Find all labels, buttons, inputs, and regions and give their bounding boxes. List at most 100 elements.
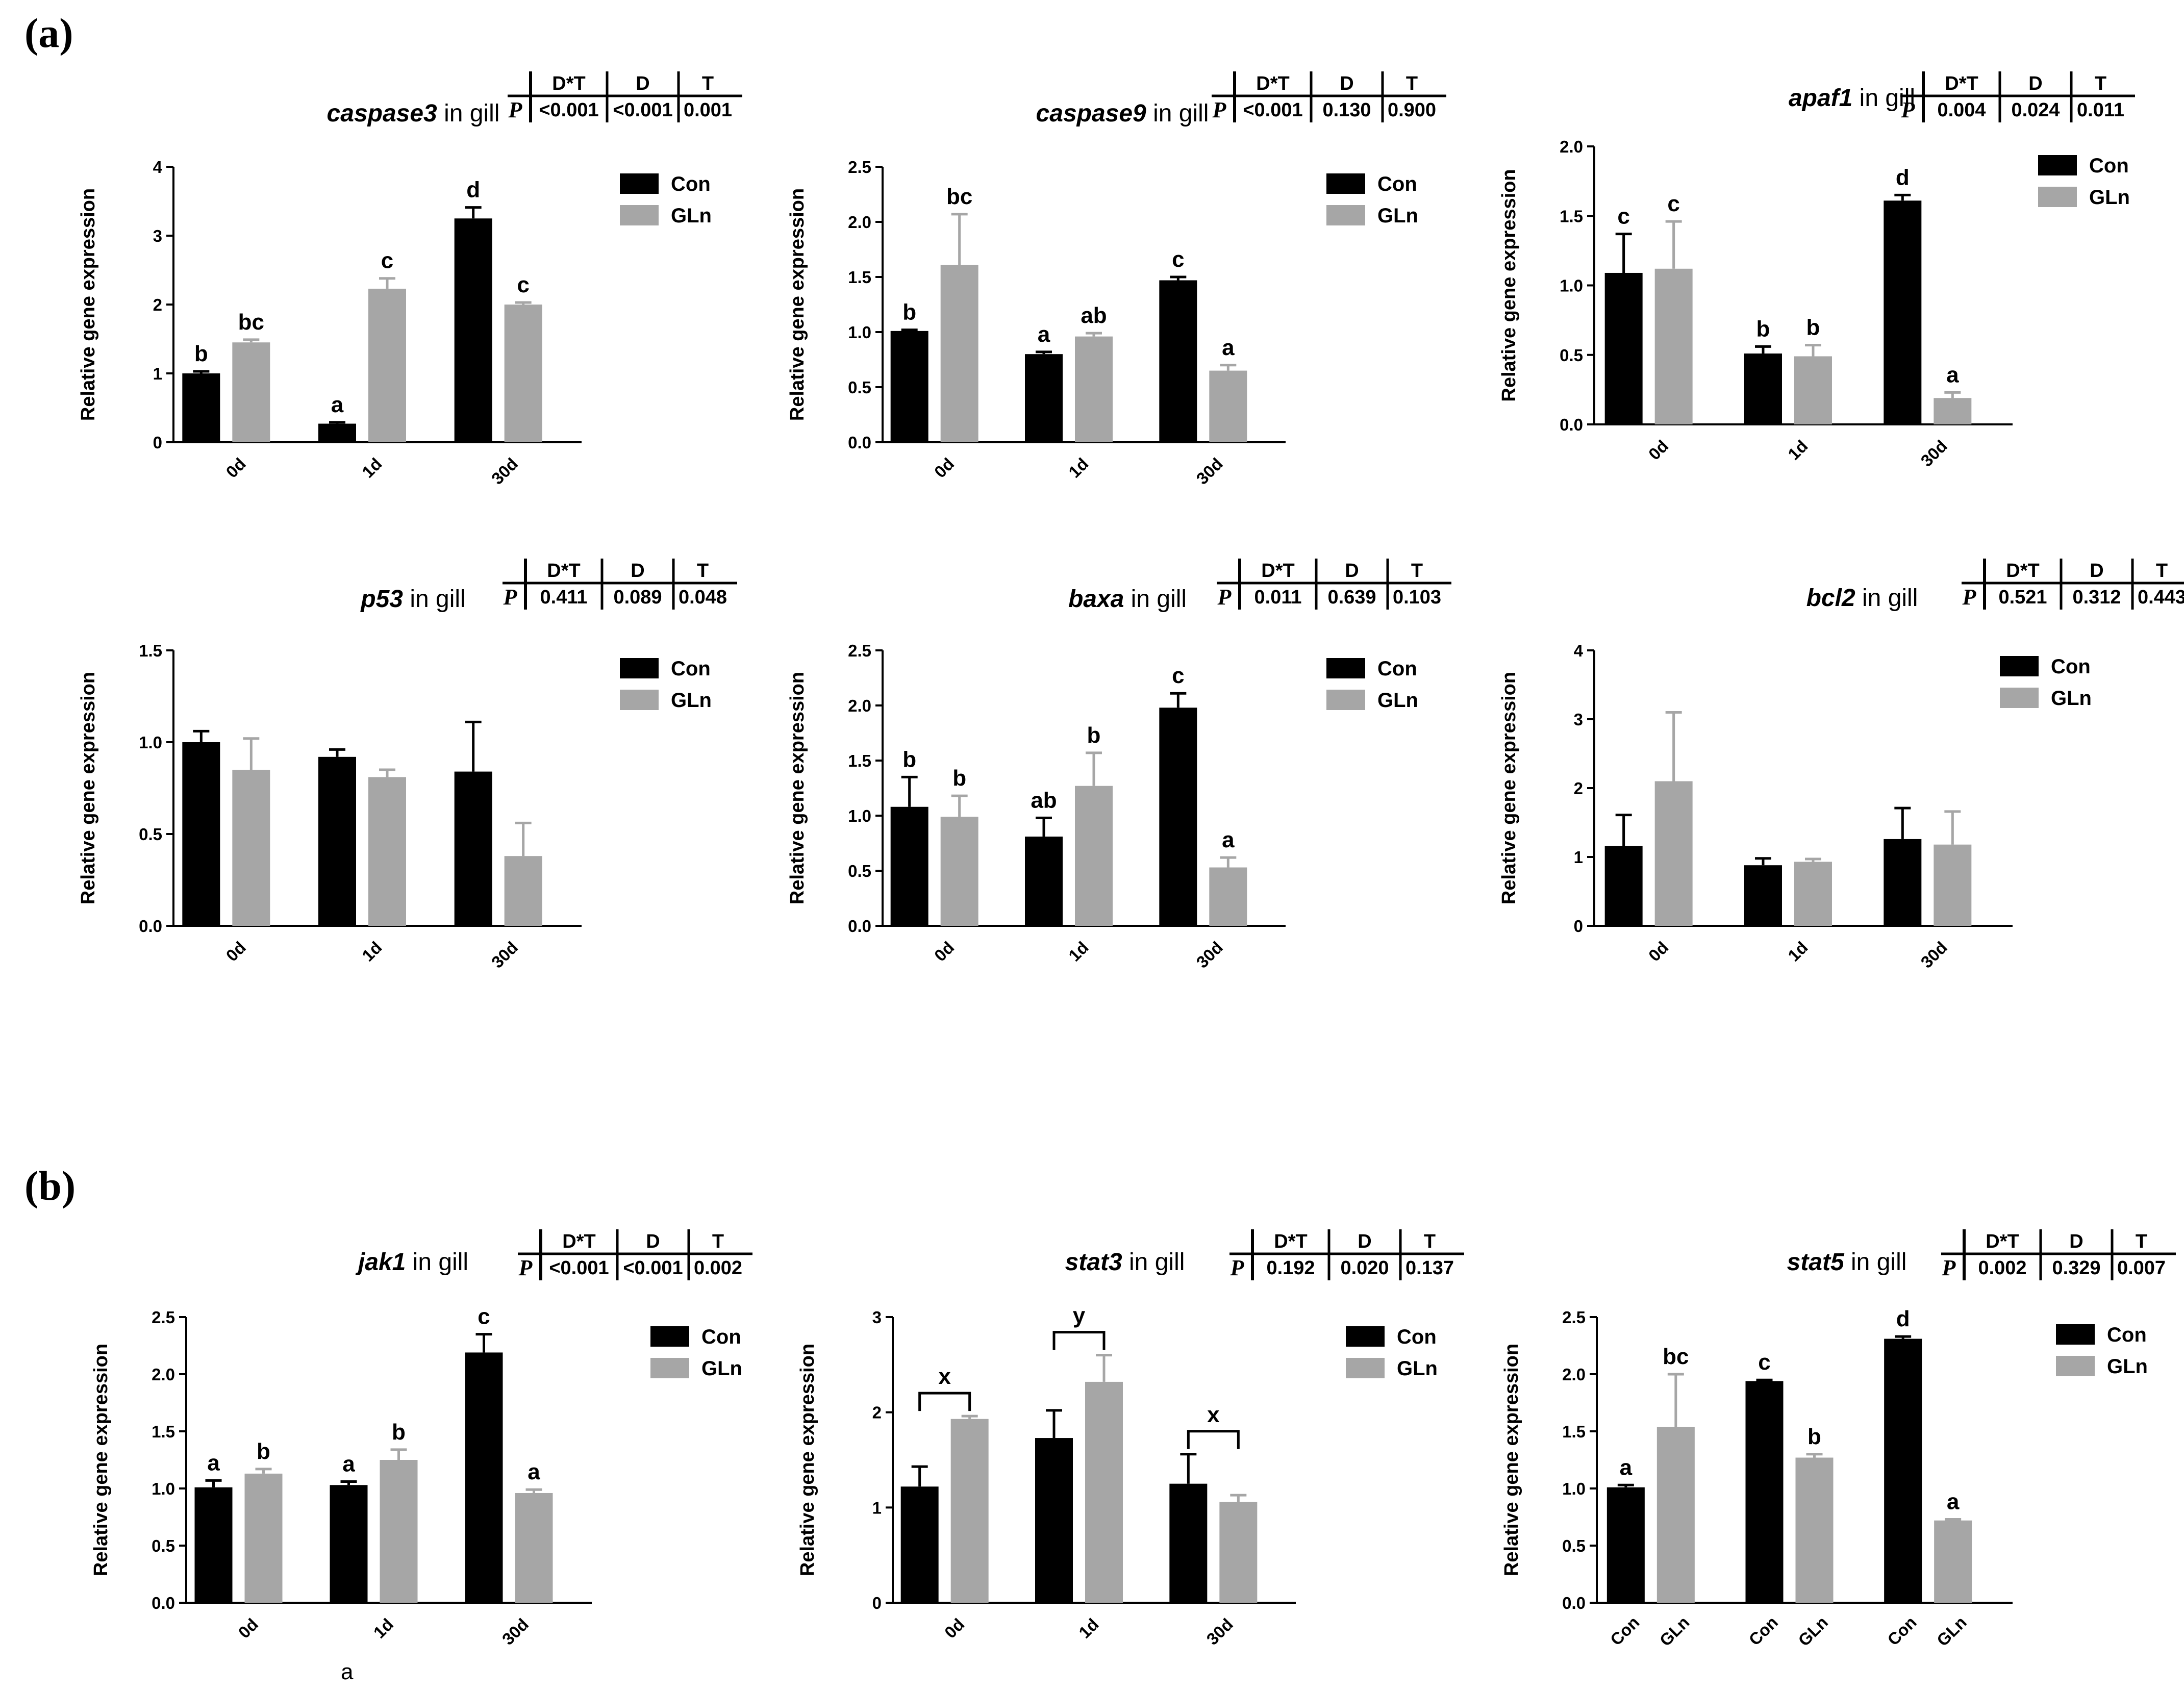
p-table-value: <0.001 <box>1243 99 1302 121</box>
x-tick-label: 0d <box>222 454 249 481</box>
chart-title: bcl2 in gill <box>1806 585 1918 612</box>
y-tick-label: 0.5 <box>139 825 162 844</box>
p-table-header: D <box>1345 560 1359 582</box>
significance-letter: b <box>257 1439 270 1464</box>
p-table-value: 0.639 <box>1327 587 1376 608</box>
x-tick-label: 30d <box>1193 938 1226 971</box>
legend-label: GLn <box>671 689 712 712</box>
bar-gln <box>1075 786 1113 926</box>
legend-label: GLn <box>701 1357 742 1380</box>
bar-con <box>890 331 928 442</box>
significance-letter: d <box>1896 1306 1910 1331</box>
p-table-header: D <box>2069 1231 2083 1252</box>
y-tick-label: 1.0 <box>1560 276 1583 295</box>
bar-gln <box>368 777 406 926</box>
chart-caspase3: caspase3 in gill Relative gene expression… <box>78 71 742 488</box>
legend-swatch-gln <box>620 690 659 710</box>
panel-a-label: (a) <box>24 10 73 56</box>
significance-letter: a <box>1222 335 1235 360</box>
chart-title-suffix: in gill <box>1855 585 1918 612</box>
y-tick-label: 1.5 <box>1562 1422 1586 1441</box>
y-tick-label: 1.5 <box>139 641 162 660</box>
y-tick-label: 3 <box>872 1308 882 1327</box>
x-tick-label: GLn <box>1933 1612 1970 1650</box>
p-table-header: D*T <box>1274 1231 1307 1252</box>
significance-letter: ab <box>1031 788 1057 813</box>
group-bracket <box>1187 1430 1240 1449</box>
chart-title-gene: jak1 <box>355 1249 406 1276</box>
bar-gln <box>1085 1381 1123 1603</box>
x-tick-label: 1d <box>370 1614 397 1642</box>
p-table-value: 0.137 <box>1405 1257 1454 1279</box>
y-tick-label: 1.5 <box>1560 207 1583 225</box>
p-table-symbol: P <box>1217 585 1232 610</box>
bar-gln <box>1075 336 1113 442</box>
significance-letter: d <box>1896 165 1910 190</box>
significance-letter: ab <box>1081 303 1107 328</box>
bar-con <box>1025 354 1063 442</box>
p-table-value: 0.521 <box>1998 587 2047 608</box>
y-tick-label: 3 <box>153 226 162 245</box>
p-table-value: 0.192 <box>1266 1257 1315 1279</box>
x-tick-label: 0d <box>931 938 958 965</box>
legend-label: Con <box>671 658 711 680</box>
legend-swatch-gln <box>1346 1358 1385 1378</box>
bar-con <box>318 423 356 442</box>
p-table-header: D <box>2028 73 2042 94</box>
y-tick-label: 0.0 <box>848 433 871 452</box>
p-table-value: 0.312 <box>2072 587 2121 608</box>
p-table-value: 0.411 <box>540 587 588 608</box>
legend-label: GLn <box>2089 186 2130 209</box>
chart-bcl2: bcl2 in gill Relative gene expression 0 1 2 3… <box>1498 559 2184 972</box>
legend-swatch-con <box>620 173 659 194</box>
y-tick-label: 2.0 <box>848 213 871 232</box>
bar-gln <box>368 288 406 442</box>
p-table-header: D*T <box>547 560 580 582</box>
legend-label: Con <box>1377 658 1417 680</box>
p-table-header: T <box>2136 1231 2147 1252</box>
bar-gln <box>232 342 270 442</box>
p-table-symbol: P <box>518 1255 533 1280</box>
legend-swatch-con <box>650 1326 689 1347</box>
significance-letter: c <box>517 272 529 297</box>
p-table-value: 0.004 <box>1937 99 1986 121</box>
p-table-symbol: P <box>508 97 523 122</box>
significance-letter: a <box>342 1452 355 1477</box>
significance-letter: d <box>466 178 480 203</box>
legend-label: GLn <box>1377 205 1418 227</box>
significance-letter: b <box>1756 316 1770 341</box>
bar-con <box>1744 865 1782 926</box>
x-tick-label: 1d <box>1065 454 1092 481</box>
bar-gln <box>1654 781 1693 926</box>
p-table-symbol: P <box>1901 97 1916 122</box>
chart-title: apaf1 in gill <box>1789 85 1915 112</box>
significance-letter: c <box>1617 204 1629 229</box>
bar-con <box>330 1485 368 1603</box>
p-table-header: T <box>1411 560 1423 582</box>
chart-title-suffix: in gill <box>403 586 466 613</box>
legend-swatch-con <box>1346 1326 1385 1347</box>
p-table-value: 0.329 <box>2052 1257 2100 1279</box>
y-axis-label: Relative gene expression <box>797 1344 818 1576</box>
chart-title-gene: bcl2 <box>1806 585 1855 612</box>
y-tick-label: 1.0 <box>848 806 871 825</box>
y-tick-label: 1.0 <box>1562 1479 1586 1498</box>
p-table-symbol: P <box>503 585 518 610</box>
p-table-header: T <box>1424 1231 1436 1252</box>
bar-con <box>1169 1483 1208 1603</box>
p-table-value: 0.048 <box>679 587 727 608</box>
x-tick-label: 30d <box>1917 436 1951 470</box>
legend-label: Con <box>671 173 711 195</box>
y-tick-label: 0 <box>1574 917 1583 936</box>
x-tick-label: 30d <box>1917 938 1951 971</box>
legend-swatch-gln <box>2056 1356 2095 1376</box>
y-tick-label: 1.0 <box>848 323 871 342</box>
y-tick-label: 0.0 <box>848 917 871 936</box>
y-tick-label: 0.5 <box>152 1536 175 1555</box>
p-table-value: 0.130 <box>1322 99 1371 121</box>
y-tick-label: 2.5 <box>848 158 871 176</box>
significance-letter: a <box>331 392 344 417</box>
group-letter: y <box>1073 1303 1086 1328</box>
legend-swatch-con <box>2000 656 2039 676</box>
